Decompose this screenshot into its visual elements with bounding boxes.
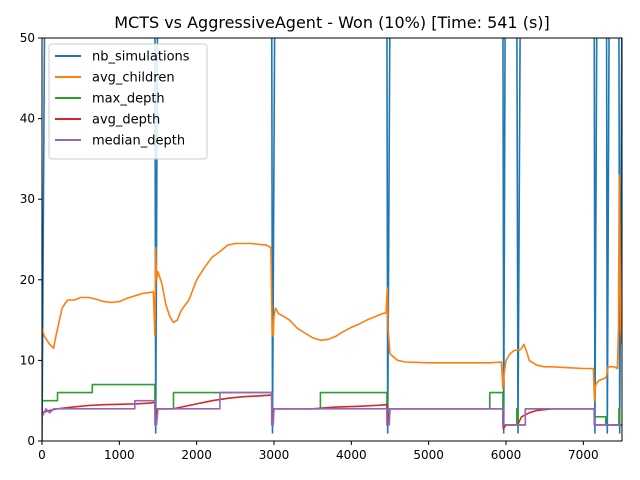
x-tick-label: 3000: [259, 448, 290, 462]
x-tick-label: 7000: [568, 448, 599, 462]
legend-box: [48, 43, 208, 160]
chart-title: MCTS vs AggressiveAgent - Won (10%) [Tim…: [114, 13, 550, 32]
x-tick-label: 4000: [336, 448, 367, 462]
legend-label: avg_children: [92, 71, 175, 86]
legend-label: median_depth: [92, 134, 185, 149]
legend-label: avg_depth: [92, 113, 160, 128]
x-tick-label: 2000: [181, 448, 212, 462]
series-line-median-depth: [42, 391, 622, 426]
series-line-avg-children: [42, 174, 622, 402]
y-tick-label: 0: [27, 434, 35, 448]
x-tick-label: 1000: [104, 448, 135, 462]
y-tick-label: 50: [20, 31, 35, 45]
y-tick-label: 20: [20, 273, 35, 287]
axes-layer: 0 1000 2000 3000 4000 5000 6000 7000 0 10 20 30 40 50: [20, 31, 623, 462]
legend-label: max_depth: [92, 92, 165, 107]
x-tick-label: 5000: [413, 448, 444, 462]
series-line-max-depth: [42, 383, 622, 426]
legend: nb_simulations avg_children max_depth avg_d…: [48, 43, 208, 160]
x-tick-label: 6000: [491, 448, 522, 462]
x-tick-label: 0: [38, 448, 46, 462]
y-tick-label: 10: [20, 353, 35, 367]
plot-frame: [41, 37, 623, 442]
y-tick-label: 30: [20, 192, 35, 206]
y-tick-label: 40: [20, 112, 35, 126]
series-line-avg-depth: [42, 394, 622, 430]
series-line-nb-simulations: [42, 38, 622, 441]
series-layer: [42, 38, 622, 441]
legend-label: nb_simulations: [92, 50, 190, 65]
